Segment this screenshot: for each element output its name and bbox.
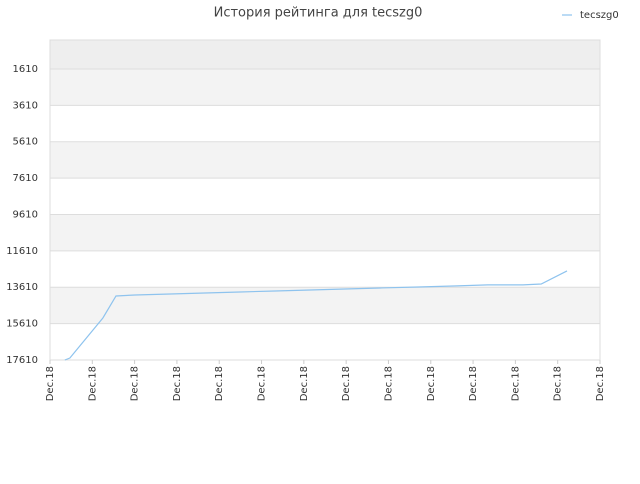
y-tick-label: 17610 xyxy=(6,355,38,366)
x-tick-label: Dec.18 xyxy=(510,366,521,401)
band xyxy=(50,40,600,69)
x-tick-label: Dec.18 xyxy=(172,366,183,401)
y-tick-label: 11610 xyxy=(6,246,38,257)
band xyxy=(50,68,600,106)
chart-title: История рейтинга для tecszg0 xyxy=(214,6,423,21)
band xyxy=(50,105,600,142)
x-tick-label: Dec.18 xyxy=(45,366,56,401)
band xyxy=(50,214,600,251)
legend-label: tecszg0 xyxy=(580,10,619,21)
y-tick-label: 13610 xyxy=(6,282,38,293)
x-tick-label: Dec.18 xyxy=(214,366,225,401)
x-tick-label: Dec.18 xyxy=(87,366,98,401)
x-tick-label: Dec.18 xyxy=(299,366,310,401)
y-tick-label: 7610 xyxy=(13,173,38,184)
y-tick-label: 3610 xyxy=(13,100,38,111)
line xyxy=(64,270,568,361)
band xyxy=(50,323,600,360)
x-tick-label: Dec.18 xyxy=(595,366,606,401)
band xyxy=(50,178,600,215)
y-tick-label: 5610 xyxy=(13,137,38,148)
y-tick-label: 9610 xyxy=(13,209,38,220)
x-tick-label: Dec.18 xyxy=(341,366,352,401)
y-tick-label: 15610 xyxy=(6,319,38,330)
y-tick-label: 1610 xyxy=(13,64,38,75)
plot-border xyxy=(49,39,601,361)
x-tick-label: Dec.18 xyxy=(426,366,437,401)
x-tick-label: Dec.18 xyxy=(130,366,141,401)
x-tick-label: Dec.18 xyxy=(257,366,268,401)
band xyxy=(50,141,600,179)
x-tick-label: Dec.18 xyxy=(468,366,479,401)
x-tick-label: Dec.18 xyxy=(383,366,394,401)
x-tick-label: Dec.18 xyxy=(553,366,564,401)
band xyxy=(50,287,600,324)
band xyxy=(50,250,600,288)
